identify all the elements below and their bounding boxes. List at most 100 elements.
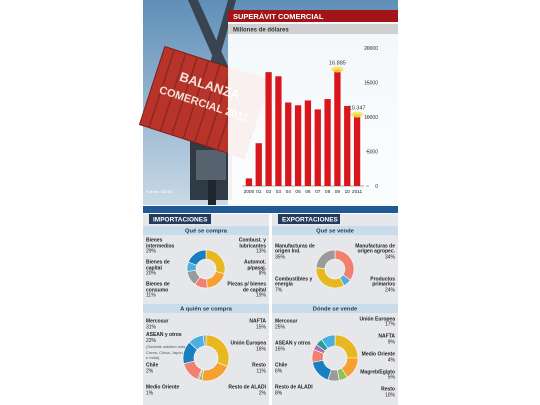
segment-value: 1% — [146, 390, 154, 396]
segment-value: 31% — [146, 324, 157, 330]
segment-label: Productos primarios 24% — [355, 276, 395, 294]
segment-value: 34% — [384, 254, 395, 261]
bar — [255, 143, 262, 186]
segment-label: Manufacturas de origen agropec. 34% — [355, 243, 395, 261]
segment-name: NAFTA — [249, 318, 266, 325]
segment-value: 7% — [275, 287, 283, 294]
segment-name: Bienes de capital — [146, 259, 170, 272]
segment-label: Automot. p/pasaj. 8% — [226, 259, 266, 278]
segment-value: 4% — [387, 357, 395, 363]
segment-label: Unión Europea 17% — [355, 316, 395, 328]
y-tick-label: 5000 — [367, 150, 378, 156]
highlight — [331, 66, 344, 73]
segment-label: Resto de ALADI 2% — [226, 385, 266, 396]
segment-value: 25% — [275, 324, 286, 330]
x-tick-label: 03 — [276, 189, 282, 195]
segment-name: ASEAN y otros — [146, 332, 182, 339]
bar — [353, 114, 361, 186]
segment-value: 20% — [146, 270, 157, 277]
donut-slice — [315, 249, 336, 269]
panel-title: EXPORTACIONES — [282, 217, 339, 224]
donut-slice — [321, 334, 336, 349]
x-tick-label: 04 — [286, 189, 292, 195]
source: Fuente: INDEC — [146, 189, 173, 194]
donut-slice — [187, 249, 207, 266]
section-title: A quién se compra — [180, 307, 232, 313]
segment-name: Resto — [252, 362, 266, 369]
segment-name: Resto de ALADI — [275, 384, 313, 391]
segment-name: Mercosur — [275, 318, 298, 325]
bar — [344, 105, 351, 186]
segment-value: 16% — [275, 346, 286, 352]
bar — [304, 100, 312, 186]
highlight — [351, 111, 364, 118]
segment-label: Medio Oriente 4% — [355, 352, 395, 363]
panels: IMPORTACIONES Qué se compra A quién se com… — [143, 214, 398, 405]
panel-title: IMPORTACIONES — [153, 217, 208, 224]
section-title: Qué se vende — [316, 229, 354, 235]
segment-label: Bienes intermedios 29% — [146, 237, 186, 256]
bar — [334, 69, 341, 186]
segment-name: Bienes intermedios — [146, 237, 175, 250]
section-bar — [272, 226, 398, 235]
segment-name: Resto — [381, 386, 395, 393]
segment-name: Combustibles y energía — [275, 276, 313, 288]
x-tick-label: 06 — [305, 189, 311, 195]
segment-name: NAFTA — [378, 333, 395, 340]
segment-value: 8% — [275, 390, 283, 396]
bar — [245, 178, 253, 186]
segment-value: 17% — [384, 321, 395, 328]
segment-name: Medio Oriente — [361, 351, 395, 358]
segment-label: Bienes de consumo 11% — [146, 281, 186, 300]
chart-title: SUPERÁVIT COMERCIAL — [233, 12, 324, 21]
chart-panel — [228, 10, 398, 205]
x-tick-label: 2011 — [352, 189, 363, 195]
x-tick-label: 2000 — [244, 189, 255, 195]
section-title: Dónde se vende — [313, 307, 358, 313]
segment-label: Combust. y lubricantes 13% — [226, 238, 266, 256]
segment-name: Manufacturas de origen Ind. — [275, 243, 315, 255]
bar — [275, 76, 282, 186]
segment-label: Manufacturas de origen Ind. 35% — [275, 243, 315, 261]
segment-label: Bienes de capital 20% — [146, 259, 186, 278]
segment-label: Medio Oriente 1% — [146, 385, 186, 396]
segment-label: Piezas p/ bienes de capital 19% — [226, 281, 266, 300]
segment-value: 22% — [146, 337, 157, 344]
segment-value: 2% — [146, 368, 154, 374]
chart-title-bar — [228, 10, 398, 22]
segment-name: Bienes de consumo — [146, 281, 170, 294]
segment-name: Unión Europea — [359, 316, 395, 323]
donut-slice — [202, 334, 207, 347]
segment-label: Mercosur 31% — [146, 319, 186, 330]
segment-name: Automot. p/pasaj. — [244, 259, 266, 272]
panel-header — [149, 214, 211, 224]
segment-note: (Sudeste asiático más Corea, China, Japó… — [146, 344, 186, 361]
segment-name: ASEAN y otros — [275, 340, 311, 347]
x-tick-label: 05 — [295, 189, 301, 195]
x-tick-label: 01 — [256, 189, 262, 195]
segment-value: 24% — [384, 287, 395, 294]
segment-value: 16% — [255, 346, 266, 352]
y-tick-label: 10000 — [364, 115, 378, 121]
bar — [314, 109, 321, 186]
y-tick-label: 0 — [375, 184, 378, 190]
segment-value: 10% — [384, 392, 395, 399]
bar — [265, 72, 272, 186]
segment-label: Chile 2% — [146, 363, 186, 374]
segment-value: 11% — [146, 292, 156, 299]
section-bar — [143, 226, 269, 235]
segment-value: 5% — [387, 374, 395, 381]
segment-label: Resto 11% — [226, 363, 266, 374]
segment-label: Resto de ALADI 8% — [275, 385, 315, 396]
segment-value: 29% — [146, 248, 157, 255]
x-tick-label: 08 — [325, 189, 331, 195]
segment-label: Unión Europea 16% — [226, 341, 266, 352]
segment-value: 11% — [256, 368, 266, 374]
segment-label: ASEAN y otros 22% (Sudeste asiático más Co… — [146, 332, 186, 361]
segment-name: Resto de ALADI — [228, 384, 266, 391]
x-tick-label: 10 — [345, 189, 351, 195]
segment-label: ASEAN y otros 16% — [275, 341, 315, 352]
segment-name: Piezas p/ bienes de capital — [227, 281, 266, 294]
segment-value: 8% — [258, 270, 266, 277]
